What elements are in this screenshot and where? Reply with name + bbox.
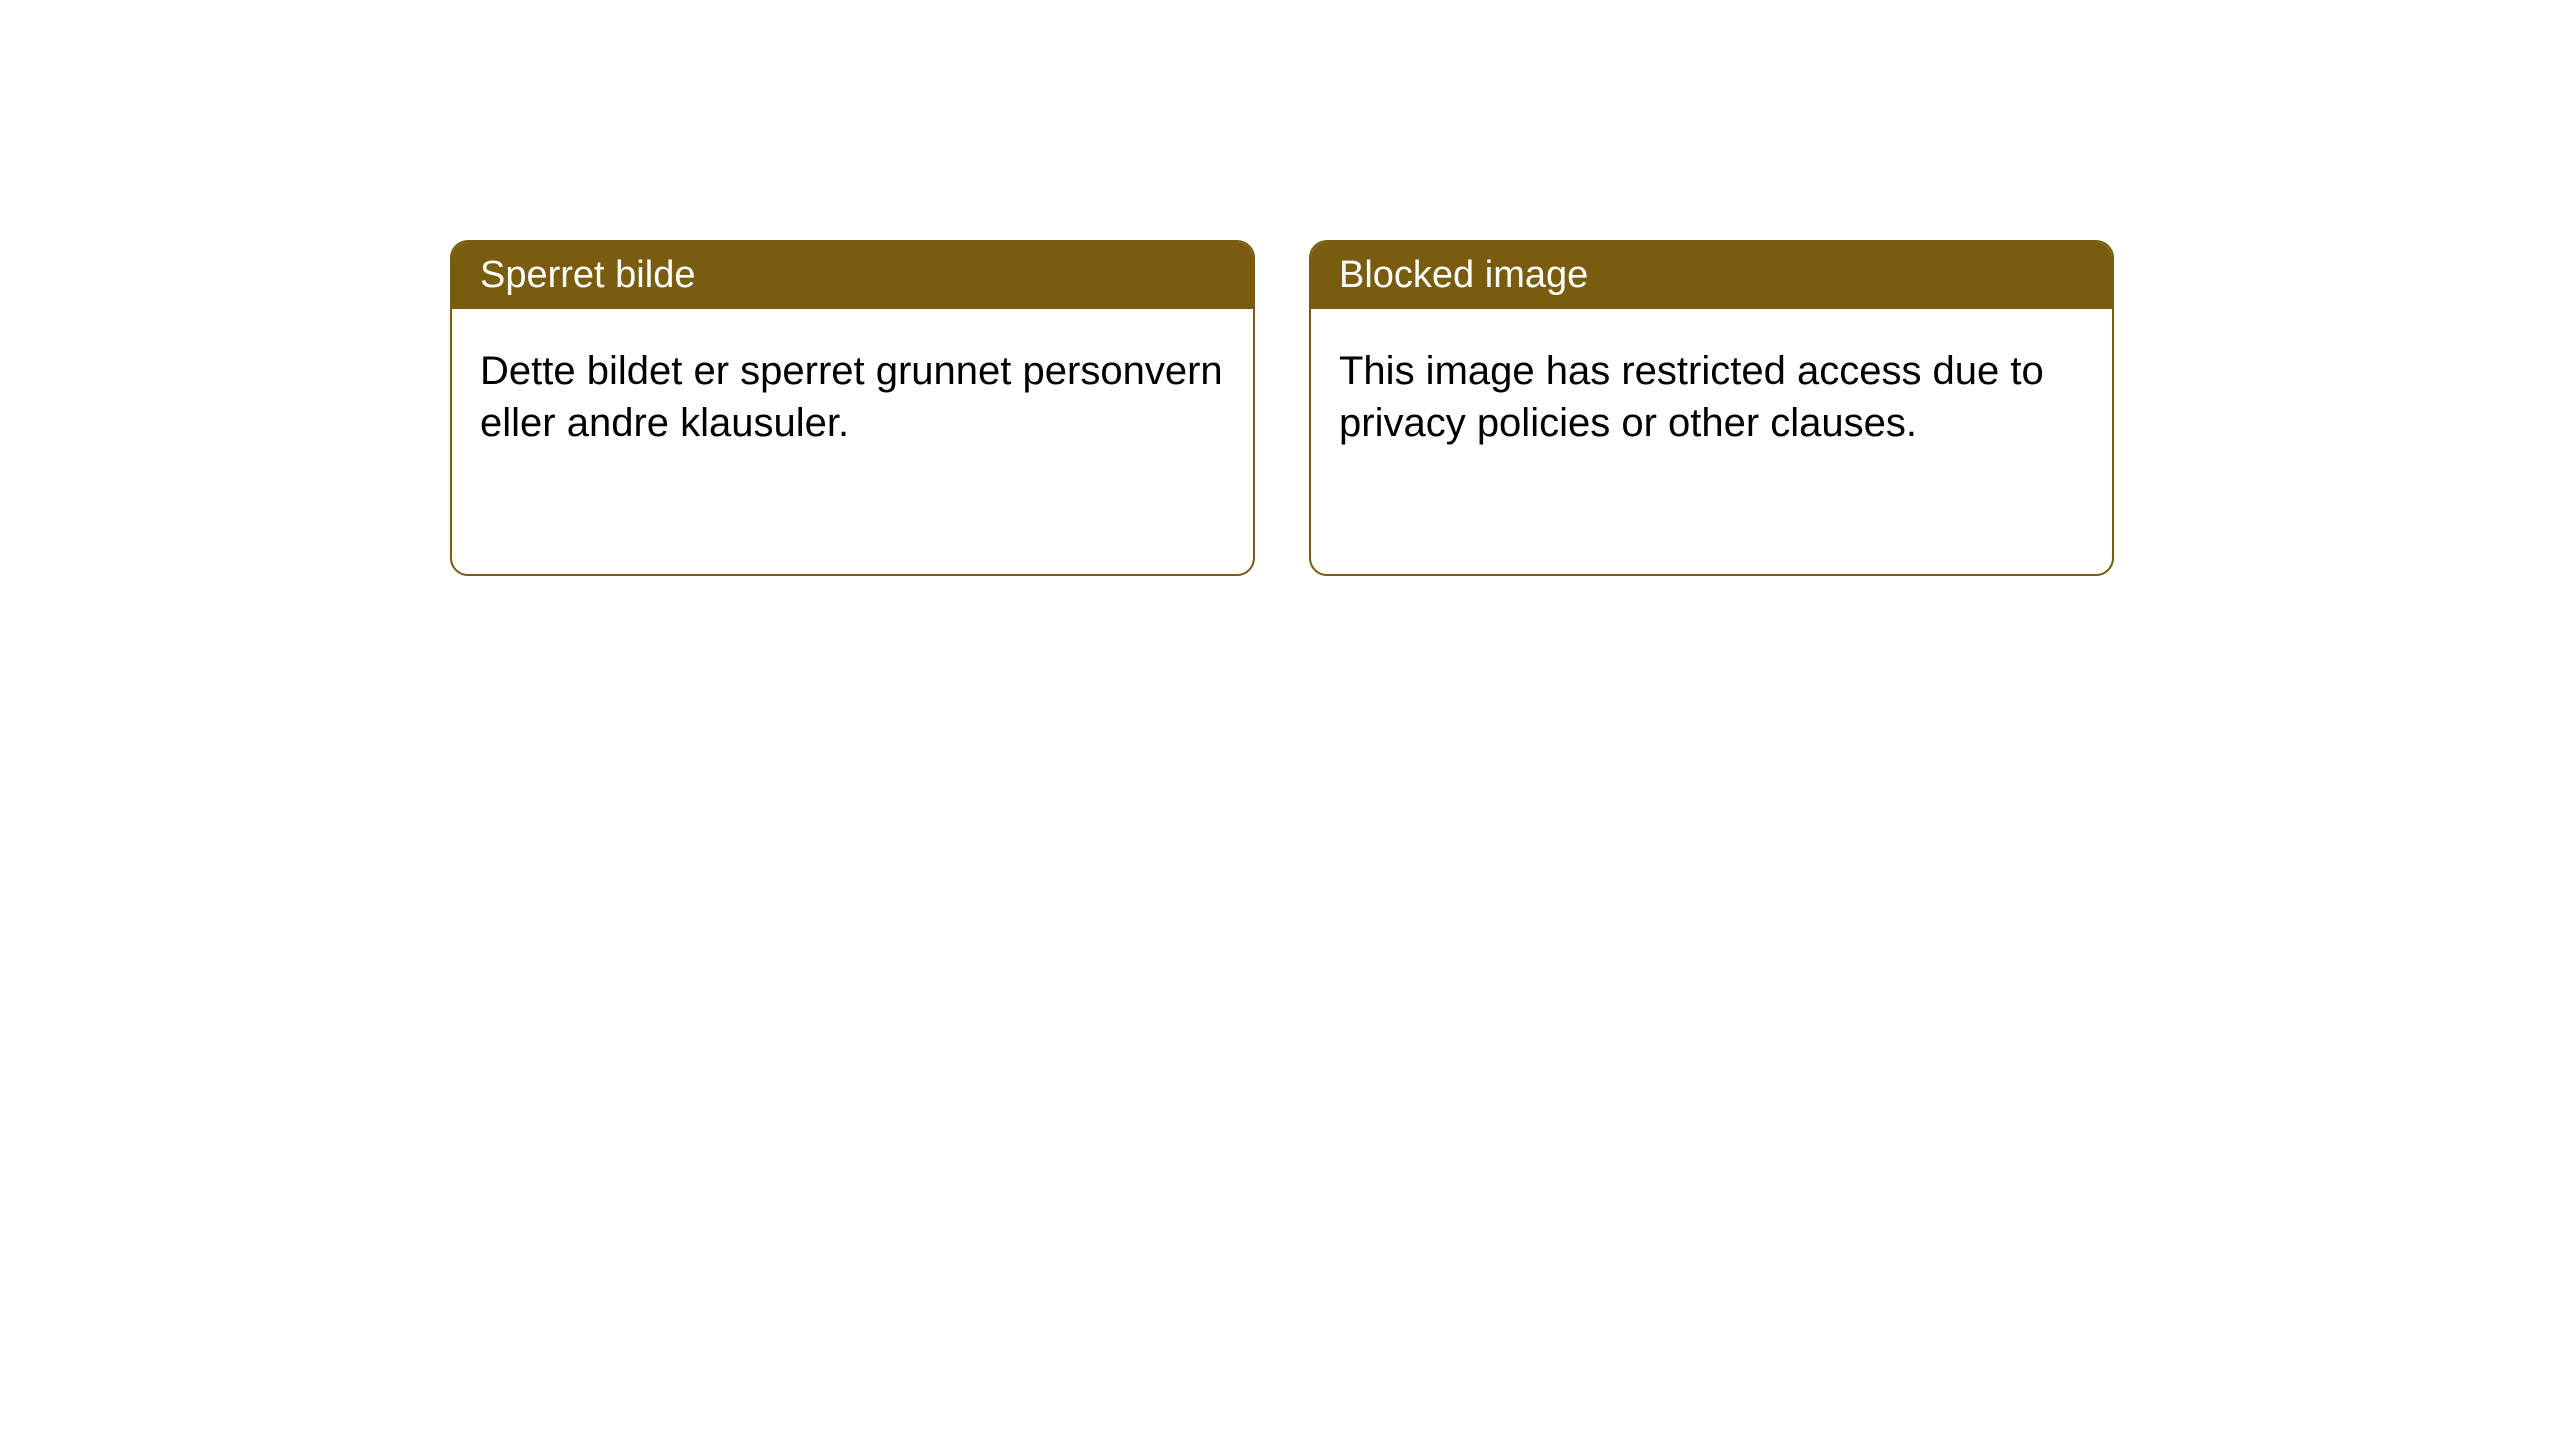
notice-body: This image has restricted access due to … <box>1311 309 2112 485</box>
notice-header: Sperret bilde <box>452 242 1253 309</box>
notice-cards-container: Sperret bilde Dette bildet er sperret gr… <box>450 240 2114 576</box>
notice-body: Dette bildet er sperret grunnet personve… <box>452 309 1253 485</box>
notice-card-norwegian: Sperret bilde Dette bildet er sperret gr… <box>450 240 1255 576</box>
notice-card-english: Blocked image This image has restricted … <box>1309 240 2114 576</box>
notice-header: Blocked image <box>1311 242 2112 309</box>
